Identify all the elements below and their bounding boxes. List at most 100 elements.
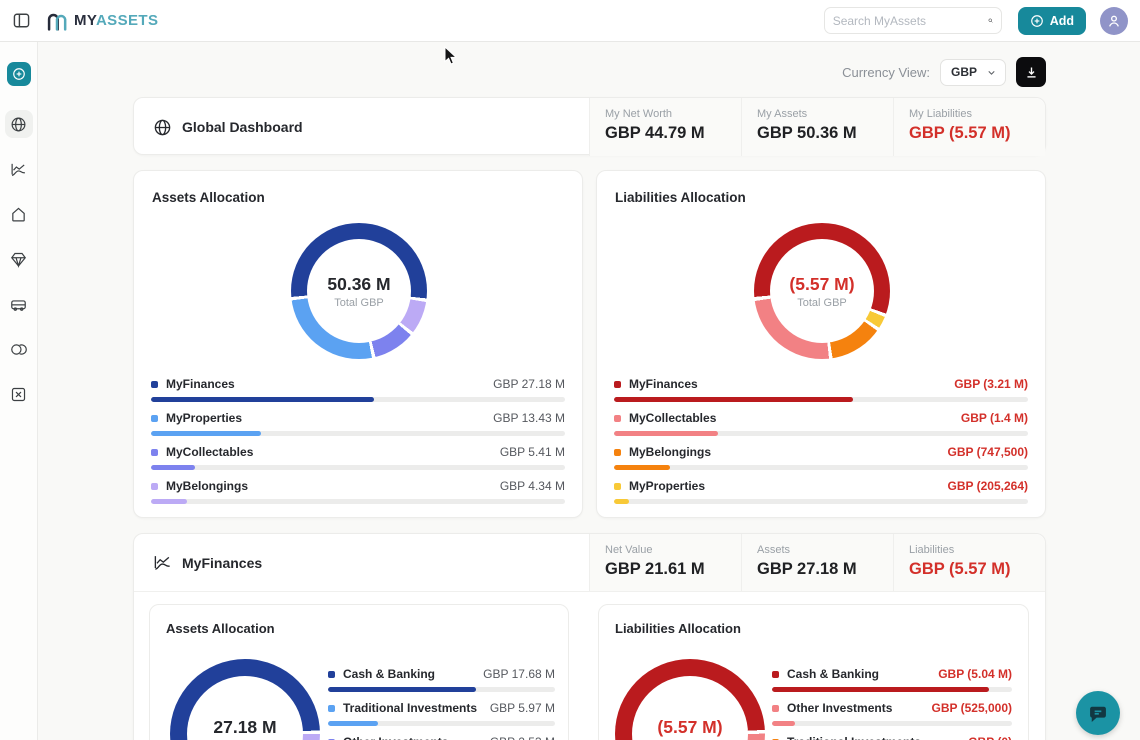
legend-bullet (328, 671, 335, 678)
app-root: MYASSETS Add (0, 0, 1140, 740)
myfinances-liabilities-title: Liabilities Allocation (615, 621, 741, 636)
global-dashboard-title-group[interactable]: Global Dashboard (134, 98, 589, 156)
legend-value: GBP 5.97 M (490, 701, 555, 715)
myfinances-liabilities-legend: Cash & BankingGBP (5.04 M) Other Investm… (772, 667, 1012, 740)
legend-row[interactable]: MyFinancesGBP 27.18 M (151, 377, 565, 402)
download-icon (1024, 65, 1039, 80)
legend-bar (151, 431, 565, 436)
legend-value: GBP 13.43 M (493, 411, 565, 425)
global-dashboard-card: Global Dashboard My Net Worth GBP 44.79 … (133, 97, 1046, 155)
global-dashboard-title: Global Dashboard (182, 119, 303, 135)
liabilities-legend: MyFinancesGBP (3.21 M) MyCollectablesGBP… (614, 377, 1028, 513)
myfinances-stats: Net Value GBP 21.61 M Assets GBP 27.18 M… (589, 534, 1045, 591)
legend-row[interactable]: Cash & BankingGBP 17.68 M (328, 667, 555, 692)
sidebar-item-global-dashboard[interactable] (5, 110, 33, 138)
myfinances-liabilities-donut-center: (5.57 M) Total GBP (632, 676, 748, 740)
legend-row[interactable]: MyFinancesGBP (3.21 M) (614, 377, 1028, 402)
chat-fab-button[interactable] (1076, 691, 1120, 735)
legend-value: GBP (3.21 M) (954, 377, 1028, 391)
sidebar-item-archive[interactable] (5, 380, 33, 408)
stat-assets: Assets GBP 27.18 M (741, 534, 893, 591)
legend-bar (614, 431, 1028, 436)
currency-view-label: Currency View: (842, 65, 930, 80)
search-box[interactable] (824, 7, 1002, 34)
logo-mark-icon (46, 11, 68, 31)
currency-select[interactable]: GBP (940, 59, 1006, 86)
legend-value: GBP 2.53 M (490, 735, 555, 740)
legend-row[interactable]: Traditional InvestmentsGBP 5.97 M (328, 701, 555, 726)
myfinances-header: MyFinances Net Value GBP 21.61 M Assets … (134, 534, 1045, 592)
legend-row[interactable]: MyCollectablesGBP 5.41 M (151, 445, 565, 470)
myassets-logo[interactable]: MYASSETS (46, 11, 158, 31)
liabilities-allocation-title: Liabilities Allocation (615, 190, 746, 205)
stat-net-worth: My Net Worth GBP 44.79 M (589, 98, 741, 156)
assets-donut-chart[interactable]: 50.36 M Total GBP (291, 223, 427, 359)
legend-value: GBP 27.18 M (493, 377, 565, 391)
download-button[interactable] (1016, 57, 1046, 87)
myfinances-title-group[interactable]: MyFinances (134, 534, 589, 591)
legend-value: GBP 4.34 M (500, 479, 565, 493)
globe-icon (10, 116, 27, 133)
globe-icon (153, 118, 172, 137)
legend-bar (772, 687, 1012, 692)
stat-liabilities: My Liabilities GBP (5.57 M) (893, 98, 1045, 156)
sidebar-item-holdings[interactable] (5, 335, 33, 363)
assets-allocation-title: Assets Allocation (152, 190, 265, 205)
vehicle-icon (10, 296, 27, 313)
legend-row[interactable]: Other InvestmentsGBP 2.53 M (328, 735, 555, 740)
legend-label: Traditional Investments (787, 735, 968, 740)
search-input[interactable] (833, 14, 988, 28)
box-x-icon (10, 386, 27, 403)
legend-label: MyCollectables (166, 445, 500, 459)
legend-row[interactable]: Cash & BankingGBP (5.04 M) (772, 667, 1012, 692)
legend-bullet (772, 671, 779, 678)
legend-bullet (614, 483, 621, 490)
sidebar-toggle-icon[interactable] (13, 13, 30, 28)
legend-row[interactable]: MyPropertiesGBP (205,264) (614, 479, 1028, 504)
liabilities-allocation-card: Liabilities Allocation (5.57 M) Total GB… (596, 170, 1046, 518)
myfinances-assets-donut[interactable]: 27.18 M Total GBP (170, 659, 320, 740)
legend-row[interactable]: MyPropertiesGBP 13.43 M (151, 411, 565, 436)
legend-value: GBP 17.68 M (483, 667, 555, 681)
legend-row[interactable]: Traditional InvestmentsGBP (0) (772, 735, 1012, 740)
legend-label: Cash & Banking (787, 667, 938, 681)
add-button[interactable]: Add (1018, 7, 1086, 35)
currency-select-value: GBP (951, 65, 977, 79)
plus-circle-icon (12, 67, 26, 81)
assets-allocation-card: Assets Allocation 50.36 M Total GBP MyFi… (133, 170, 583, 518)
legend-label: MyFinances (166, 377, 493, 391)
legend-label: Other Investments (343, 735, 490, 740)
liabilities-donut-chart[interactable]: (5.57 M) Total GBP (754, 223, 890, 359)
myfinances-assets-card: Assets Allocation 27.18 M Total GBP Cash… (149, 604, 569, 740)
sidebar-item-myfinances[interactable] (5, 155, 33, 183)
legend-label: Other Investments (787, 701, 932, 715)
legend-row[interactable]: MyBelongingsGBP (747,500) (614, 445, 1028, 470)
stat-net-value: Net Value GBP 21.61 M (589, 534, 741, 591)
profile-avatar[interactable] (1100, 7, 1128, 35)
sidebar-item-mybelongings[interactable] (5, 290, 33, 318)
sidebar-item-mycollectables[interactable] (5, 245, 33, 273)
stat-assets: My Assets GBP 50.36 M (741, 98, 893, 156)
coins-icon (10, 341, 27, 358)
legend-row[interactable]: Other InvestmentsGBP (525,000) (772, 701, 1012, 726)
stat-liabilities: Liabilities GBP (5.57 M) (893, 534, 1045, 591)
sidebar-item-myproperties[interactable] (5, 200, 33, 228)
legend-row[interactable]: MyCollectablesGBP (1.4 M) (614, 411, 1028, 436)
liabilities-donut-center: (5.57 M) Total GBP (770, 239, 874, 343)
legend-row[interactable]: MyBelongingsGBP 4.34 M (151, 479, 565, 504)
legend-bar (772, 721, 1012, 726)
global-dashboard-header: Global Dashboard My Net Worth GBP 44.79 … (134, 98, 1045, 156)
search-icon[interactable] (988, 13, 993, 28)
logo-text: MYASSETS (74, 12, 158, 29)
legend-bar (614, 499, 1028, 504)
global-stats: My Net Worth GBP 44.79 M My Assets GBP 5… (589, 98, 1045, 156)
sidebar-add-button[interactable] (7, 62, 31, 86)
assets-legend: MyFinancesGBP 27.18 M MyPropertiesGBP 13… (151, 377, 565, 513)
legend-label: MyBelongings (629, 445, 948, 459)
currency-toolbar: Currency View: GBP (842, 57, 1046, 87)
legend-bar (614, 397, 1028, 402)
sidebar-nav (5, 110, 33, 408)
myfinances-liabilities-donut[interactable]: (5.57 M) Total GBP (615, 659, 765, 740)
legend-value: GBP 5.41 M (500, 445, 565, 459)
line-chart-icon (153, 553, 172, 572)
